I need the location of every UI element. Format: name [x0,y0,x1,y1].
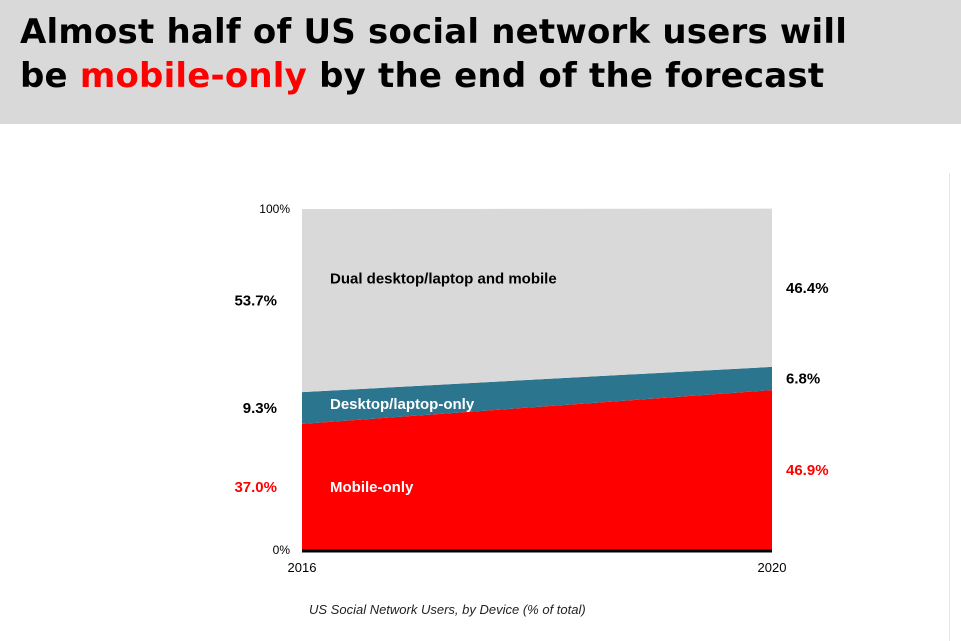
title-line-2-end: by the end of the forecast [307,56,825,96]
divider-line [949,173,950,641]
value-label-2016-dual-desktop-laptop-and-mobile: 53.7% [234,293,277,310]
y-tick-label-bottom: 0% [273,543,291,557]
chart-caption: US Social Network Users, by Device (% of… [309,602,586,617]
series-label-dual-desktop-laptop-and-mobile: Dual desktop/laptop and mobile [330,271,557,288]
title-highlight: mobile-only [79,56,308,96]
series-label-mobile-only: Mobile-only [330,479,414,496]
value-label-2020-dual-desktop-laptop-and-mobile: 46.4% [786,280,829,297]
value-label-2020-desktop-laptop-only: 6.8% [786,370,820,387]
x-tick-label-2016: 2016 [288,560,317,575]
area-mobile-only [302,390,772,550]
value-label-2016-mobile-only: 37.0% [234,479,277,496]
y-tick-label-top: 100% [259,202,290,216]
x-tick-label-2020: 2020 [758,560,787,575]
title-line-1: Almost half of US social network users w… [20,12,848,52]
area-desktop-laptop-only [302,366,772,424]
title-line-2-start: be [20,56,80,96]
value-label-2016-desktop-laptop-only: 9.3% [243,400,277,417]
title-line-2: be mobile-only by the end of the forecas… [20,56,824,96]
series-label-desktop-laptop-only: Desktop/laptop-only [330,396,475,413]
title-band: Almost half of US social network users w… [0,0,961,124]
value-label-2020-mobile-only: 46.9% [786,462,829,479]
area-dual-desktop-laptop-and-mobile [302,208,772,393]
